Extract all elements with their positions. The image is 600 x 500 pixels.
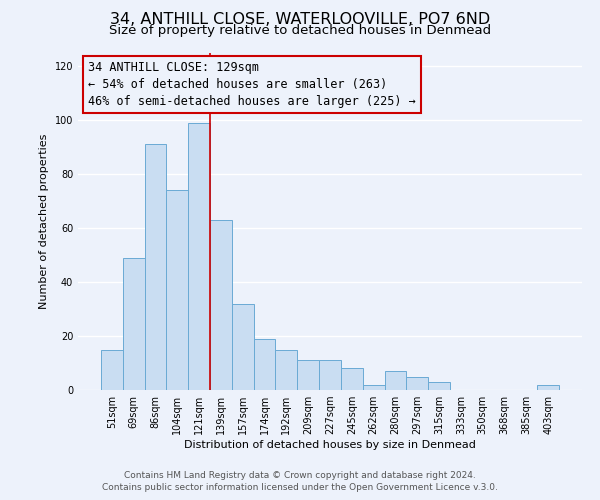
Bar <box>232 304 254 390</box>
Bar <box>123 258 145 390</box>
X-axis label: Distribution of detached houses by size in Denmead: Distribution of detached houses by size … <box>184 440 476 450</box>
Bar <box>145 144 166 390</box>
Bar <box>210 220 232 390</box>
Bar <box>363 384 385 390</box>
Text: 34, ANTHILL CLOSE, WATERLOOVILLE, PO7 6ND: 34, ANTHILL CLOSE, WATERLOOVILLE, PO7 6N… <box>110 12 490 28</box>
Y-axis label: Number of detached properties: Number of detached properties <box>39 134 49 309</box>
Bar <box>275 350 297 390</box>
Bar <box>101 350 123 390</box>
Text: Size of property relative to detached houses in Denmead: Size of property relative to detached ho… <box>109 24 491 37</box>
Bar <box>188 122 210 390</box>
Text: Contains HM Land Registry data © Crown copyright and database right 2024.
Contai: Contains HM Land Registry data © Crown c… <box>102 471 498 492</box>
Bar <box>537 384 559 390</box>
Bar <box>428 382 450 390</box>
Bar <box>385 371 406 390</box>
Bar <box>341 368 363 390</box>
Bar <box>297 360 319 390</box>
Bar <box>406 376 428 390</box>
Text: 34 ANTHILL CLOSE: 129sqm
← 54% of detached houses are smaller (263)
46% of semi-: 34 ANTHILL CLOSE: 129sqm ← 54% of detach… <box>88 61 416 108</box>
Bar <box>254 338 275 390</box>
Bar <box>166 190 188 390</box>
Bar <box>319 360 341 390</box>
